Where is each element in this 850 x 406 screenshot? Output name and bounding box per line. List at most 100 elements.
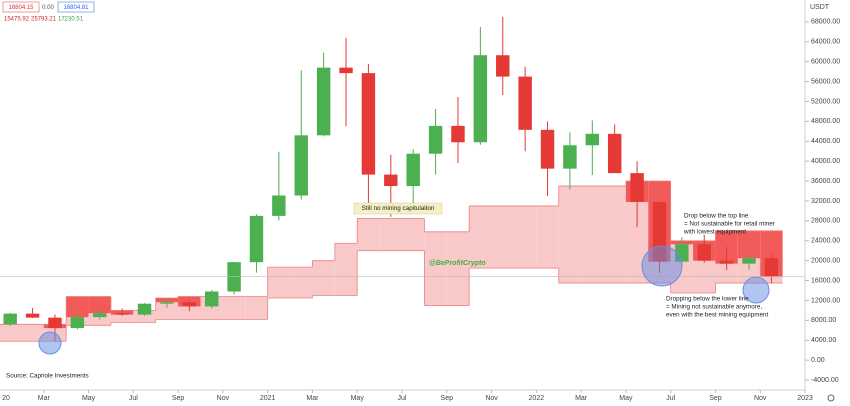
candle-body <box>249 215 264 263</box>
candle-body <box>272 195 286 216</box>
band <box>0 324 22 342</box>
x-tick-label: 2022 <box>529 395 545 402</box>
candle-body <box>70 317 85 329</box>
y-tick-label: 36000.00 <box>811 178 840 185</box>
annotation: with lowest equipment <box>683 229 746 236</box>
candle-body <box>182 302 197 307</box>
x-tick-label: 2023 <box>797 395 813 402</box>
candle-body <box>764 258 779 277</box>
below-top-zone <box>88 296 111 314</box>
band <box>603 186 626 284</box>
band <box>133 310 156 323</box>
y-tick-label: 0.00 <box>811 357 825 364</box>
x-tick-label: May <box>351 395 365 402</box>
band <box>558 186 582 284</box>
candle-body <box>160 302 174 304</box>
band <box>334 243 358 296</box>
candle-body <box>316 67 331 136</box>
below-top-zone <box>66 296 89 318</box>
spread: 0.00 <box>42 5 54 11</box>
band <box>513 205 537 269</box>
band <box>469 205 492 269</box>
source: Source: Capriole Investments <box>6 373 89 380</box>
band <box>110 310 134 323</box>
y-tick-label: 20000.00 <box>811 258 840 265</box>
x-tick-label: Mar <box>306 395 319 402</box>
candle-body <box>406 153 420 187</box>
indicator-value: 15475.92 <box>4 17 30 23</box>
settings-icon[interactable] <box>827 394 835 402</box>
candle-body <box>93 313 107 318</box>
ask: 16804.81 <box>63 5 89 11</box>
annotation: = Mining not sustainable anymore, <box>666 304 762 311</box>
x-tick-label: Sep <box>709 395 722 402</box>
annotation: even with the best mining equipment <box>666 312 768 319</box>
candle-body <box>25 313 40 318</box>
y-tick-label: 64000.00 <box>811 39 840 46</box>
candle-body <box>473 55 488 143</box>
candle-body <box>630 173 644 202</box>
band <box>222 296 246 320</box>
x-tick-label: May <box>82 395 96 402</box>
y-tick-label: 44000.00 <box>811 138 840 145</box>
x-tick-label: 2021 <box>260 395 276 402</box>
candle-body <box>339 67 353 74</box>
highlight-circle <box>742 276 770 304</box>
band <box>424 231 447 306</box>
y-tick-label: 56000.00 <box>811 78 840 85</box>
band <box>267 267 291 298</box>
candle-body <box>3 313 17 325</box>
y-tick-label: 16000.00 <box>811 277 840 284</box>
candle-body <box>294 135 308 196</box>
x-tick-label: Sep <box>441 395 454 402</box>
candle-body <box>496 55 510 77</box>
currency: USDT <box>810 4 830 11</box>
highlight-circle <box>641 245 683 287</box>
candle-body <box>607 133 622 174</box>
y-tick-label: 40000.00 <box>811 158 840 165</box>
candle-body <box>742 258 756 264</box>
y-tick-label: 8000.00 <box>811 317 836 324</box>
x-tick-label: Mar <box>38 395 51 402</box>
ask-box <box>57 1 95 13</box>
indicator-value: 17230.51 <box>58 17 84 23</box>
candle-body <box>384 174 398 187</box>
y-tick-label: 12000.00 <box>811 297 840 304</box>
candle-body <box>540 129 555 169</box>
annotation-box <box>353 202 443 215</box>
candle-body <box>697 244 711 261</box>
band <box>312 260 335 296</box>
x-tick-label: 20 <box>2 395 10 402</box>
y-tick-label: 32000.00 <box>811 198 840 205</box>
band <box>446 231 470 306</box>
x-tick-label: Nov <box>217 395 230 402</box>
candle-body <box>719 260 734 264</box>
candle-body <box>204 291 219 307</box>
band <box>379 218 402 251</box>
highlight-circle <box>38 331 62 355</box>
band <box>581 186 604 284</box>
below-top-zone <box>737 230 761 259</box>
x-tick-label: Jul <box>666 395 675 402</box>
x-tick-label: Sep <box>172 395 185 402</box>
candle-body <box>48 317 62 329</box>
band <box>491 205 514 269</box>
band <box>357 218 380 251</box>
x-tick-label: Mar <box>575 395 588 402</box>
candle-body <box>585 133 600 146</box>
bid: 16804.15 <box>8 5 34 11</box>
band <box>536 205 559 269</box>
band <box>245 296 268 320</box>
y-tick-label: -4000.00 <box>811 377 839 384</box>
candle-body <box>518 76 532 130</box>
x-tick-label: Jul <box>129 395 138 402</box>
candle-body <box>137 303 152 315</box>
candle-body <box>361 73 376 175</box>
indicator-value: 25793.21 <box>31 17 57 23</box>
y-tick-label: 48000.00 <box>811 118 840 125</box>
annotation: Drop below the top line <box>684 213 749 220</box>
band <box>290 267 313 298</box>
candle-body <box>428 125 443 154</box>
x-tick-label: May <box>619 395 633 402</box>
